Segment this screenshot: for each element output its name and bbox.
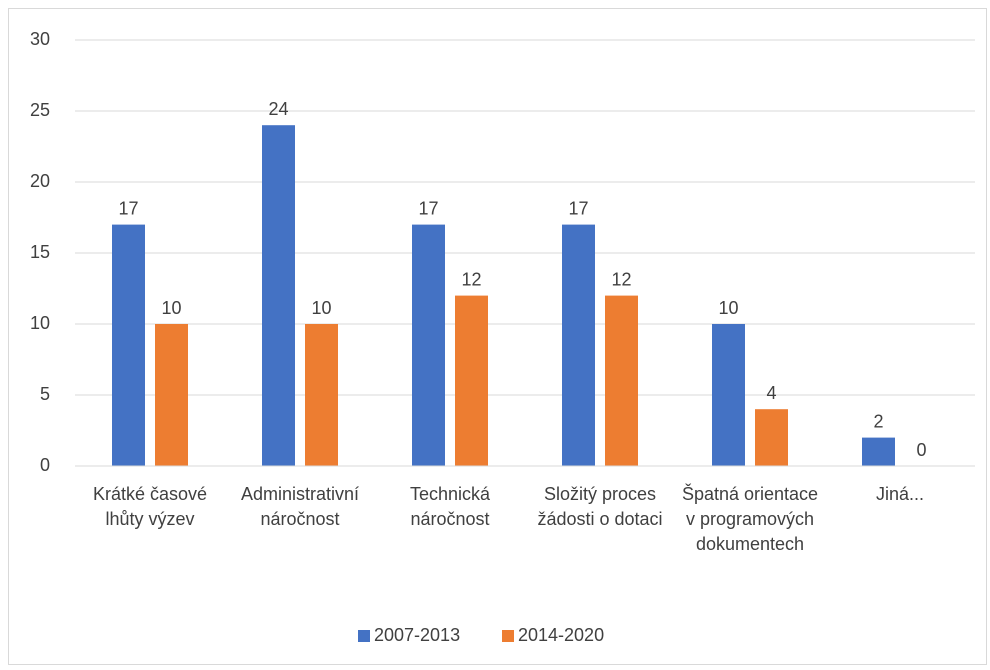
data-label: 12 xyxy=(611,269,631,289)
y-tick-label: 25 xyxy=(30,100,50,120)
bar xyxy=(412,224,445,466)
y-tick-label: 0 xyxy=(40,455,50,475)
x-tick-label: Špatná orientace v programových dokument… xyxy=(681,484,819,554)
data-label: 2 xyxy=(873,411,883,431)
data-label: 17 xyxy=(568,198,588,218)
x-tick-label: Složitý proces žádosti o dotaci xyxy=(537,484,663,529)
x-tick-label: Technická náročnost xyxy=(409,484,491,529)
x-tick-label: Administrativní náročnost xyxy=(240,484,360,529)
data-label: 17 xyxy=(418,198,438,218)
data-label: 0 xyxy=(916,440,926,460)
data-label: 17 xyxy=(118,198,138,218)
data-label: 10 xyxy=(718,298,738,318)
bar xyxy=(862,437,895,466)
bar xyxy=(262,125,295,466)
bar xyxy=(712,324,745,466)
data-label: 4 xyxy=(766,383,776,403)
bar xyxy=(605,295,638,466)
legend-label: 2007-2013 xyxy=(374,625,460,645)
bar xyxy=(155,324,188,466)
x-tick-label: Jiná... xyxy=(875,484,925,504)
y-tick-label: 30 xyxy=(30,29,50,49)
legend-swatch xyxy=(358,630,370,642)
legend-label: 2014-2020 xyxy=(518,625,604,645)
y-tick-label: 5 xyxy=(40,384,50,404)
bar xyxy=(455,295,488,466)
data-label: 10 xyxy=(311,298,331,318)
bar xyxy=(112,224,145,466)
y-tick-label: 15 xyxy=(30,242,50,262)
x-tick-label: Krátké časové lhůty výzev xyxy=(92,484,208,529)
bar xyxy=(562,224,595,466)
y-tick-label: 20 xyxy=(30,171,50,191)
y-tick-label: 10 xyxy=(30,313,50,333)
bar xyxy=(755,409,788,466)
data-label: 24 xyxy=(268,99,288,119)
data-label: 12 xyxy=(461,269,481,289)
bar xyxy=(305,324,338,466)
legend-swatch xyxy=(502,630,514,642)
data-label: 10 xyxy=(161,298,181,318)
